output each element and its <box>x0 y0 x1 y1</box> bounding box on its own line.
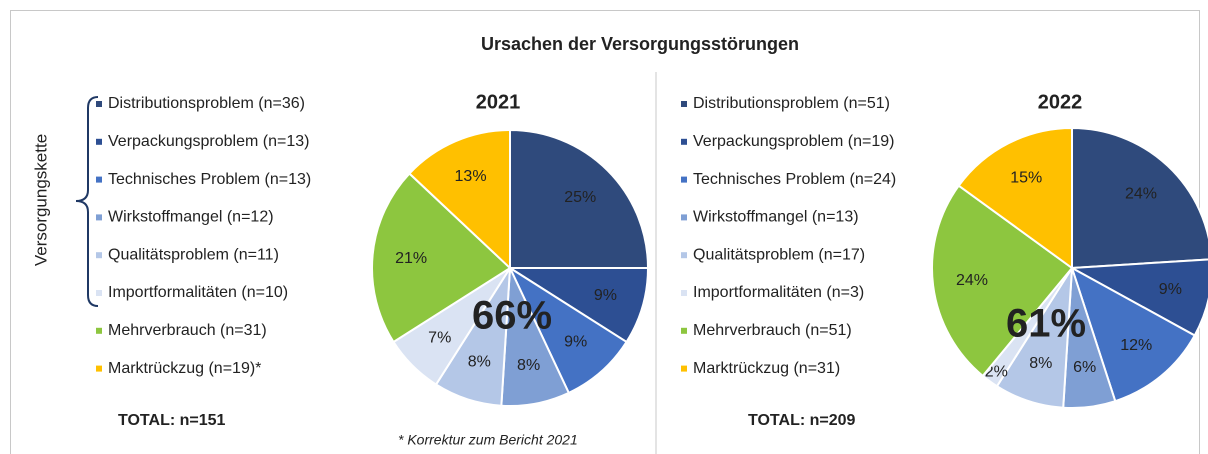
pie-slice <box>957 126 1073 270</box>
data-label: 25% <box>564 189 596 206</box>
data-label: 24% <box>956 272 988 289</box>
legend-marker <box>96 214 102 221</box>
data-label: 8% <box>468 354 491 371</box>
total-label: TOTAL: n=151 <box>118 412 226 429</box>
legend-marker <box>681 176 687 183</box>
legend-marker <box>681 214 687 221</box>
legend-marker <box>96 327 102 334</box>
legend-label: Technisches Problem (n=24) <box>693 171 896 188</box>
legend-label: Wirkstoffmangel (n=13) <box>693 209 859 226</box>
pie-slice <box>1071 126 1208 270</box>
legend-marker <box>96 138 102 145</box>
data-label: 7% <box>428 329 451 346</box>
legend-marker <box>681 138 687 145</box>
pie-slice <box>407 128 511 271</box>
legend-marker <box>681 101 687 107</box>
data-label: 6% <box>1073 359 1096 376</box>
pie-slice <box>931 184 1074 378</box>
pie-title: 2022 <box>1038 91 1083 113</box>
legend-label: Wirkstoffmangel (n=12) <box>108 209 274 226</box>
legend-label: Mehrverbrauch (n=51) <box>693 322 852 339</box>
footnote: * Korrektur zum Bericht 2021 <box>398 432 578 448</box>
legend-label: Marktrückzug (n=19)* <box>108 360 261 377</box>
legend-marker <box>681 365 687 372</box>
pie-slice <box>509 128 650 269</box>
legend-marker <box>681 327 687 334</box>
pie-title: 2021 <box>476 91 521 113</box>
data-label: 8% <box>517 357 540 374</box>
data-label: 9% <box>564 334 587 351</box>
legend-label: Importformalitäten (n=3) <box>693 284 864 301</box>
legend-marker <box>96 252 102 259</box>
data-label: 12% <box>1120 337 1152 354</box>
pie-slice <box>1070 265 1197 403</box>
legend-label: Distributionsproblem (n=36) <box>108 95 305 112</box>
data-label: 21% <box>395 250 427 267</box>
data-label: 13% <box>455 168 487 185</box>
legend-marker <box>96 290 102 296</box>
legend-label: Distributionsproblem (n=51) <box>693 95 890 112</box>
legend-label: Verpackungsproblem (n=13) <box>108 133 309 150</box>
data-label: 15% <box>1010 169 1042 186</box>
legend-label: Marktrückzug (n=31) <box>693 360 840 377</box>
center-label: 61% <box>1006 302 1086 346</box>
legend-label: Technisches Problem (n=13) <box>108 171 311 188</box>
legend-marker <box>681 252 687 259</box>
legend-label: Qualitätsproblem (n=17) <box>693 246 865 263</box>
legend-marker <box>96 176 102 183</box>
legend-marker <box>96 101 102 107</box>
pie-slice <box>371 172 512 344</box>
total-label: TOTAL: n=209 <box>748 412 856 429</box>
data-label: 24% <box>1125 186 1157 203</box>
data-label: 9% <box>1159 281 1182 298</box>
chart-title: Ursachen der Versorgungsstörungen <box>481 34 799 54</box>
legend-marker <box>96 365 102 372</box>
center-label: 66% <box>472 294 552 338</box>
legend-marker <box>681 290 687 296</box>
bracket-label: Versorgungskette <box>31 134 50 266</box>
legend-label: Qualitätsproblem (n=11) <box>108 246 279 263</box>
legend-label: Verpackungsproblem (n=19) <box>693 133 894 150</box>
data-label: 9% <box>594 287 617 304</box>
pie-slice <box>1068 258 1208 337</box>
data-label: 8% <box>1029 355 1052 372</box>
legend-label: Importformalitäten (n=10) <box>108 284 288 301</box>
legend-label: Mehrverbrauch (n=31) <box>108 322 267 339</box>
bracket <box>75 96 99 307</box>
